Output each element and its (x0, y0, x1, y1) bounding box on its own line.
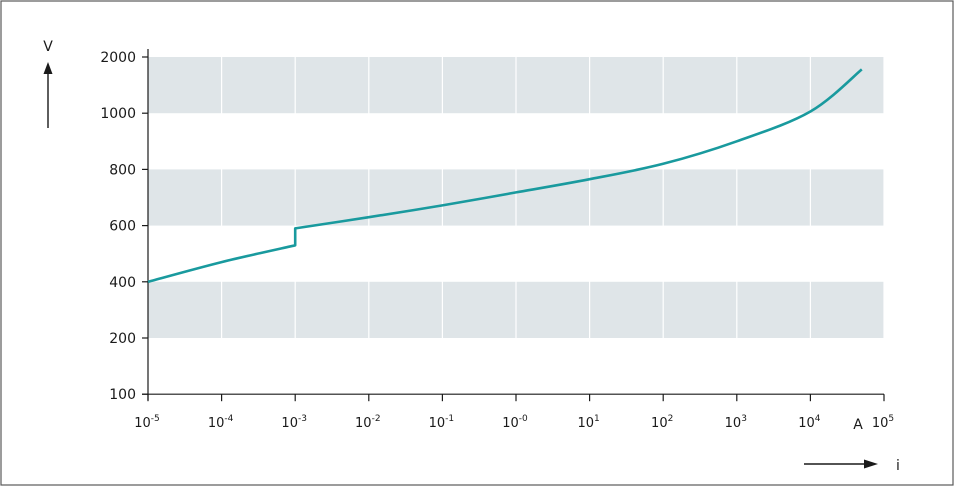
series-group (147, 68, 863, 284)
series-line-0 (147, 68, 863, 284)
x-axis-label: i (896, 458, 900, 474)
y-tick-label: 600 (109, 219, 136, 235)
x-tick-label: 10-1 (429, 414, 455, 431)
x-tick-label: 10-5 (134, 414, 160, 431)
x-tick-label: 10-4 (208, 414, 234, 431)
x-axis-unit: A (853, 417, 863, 433)
y-tick-label: 100 (109, 387, 136, 403)
x-tick-label: 104 (798, 414, 821, 431)
x-tick-label: 10-2 (355, 414, 381, 431)
y-axis-arrow (43, 62, 53, 128)
y-tick-label: 400 (109, 275, 136, 291)
y-tick-label: 1000 (100, 106, 136, 122)
vertical-grid (221, 57, 885, 395)
y-tick-label: 200 (109, 331, 136, 347)
x-tick-label: 101 (577, 414, 599, 431)
x-axis-arrow (804, 459, 878, 469)
y-tick-label: 800 (109, 162, 136, 178)
y-tick-label: 2000 (100, 50, 136, 66)
x-tick-label: 103 (725, 414, 747, 431)
axes (142, 49, 884, 401)
y-axis-label: V (43, 39, 53, 55)
x-tick-label: 10-0 (502, 414, 528, 431)
y-tick-labels: 100 200 400 600 800 1000 2000 (100, 50, 148, 403)
x-tick-label: 10-3 (281, 414, 307, 431)
x-tick-label: 102 (651, 414, 673, 431)
x-tick-labels: 10-5 10-4 10-3 10-2 10-1 10-0 101 102 103 104 105 (134, 394, 894, 431)
x-tick-label: 105 (872, 414, 894, 431)
